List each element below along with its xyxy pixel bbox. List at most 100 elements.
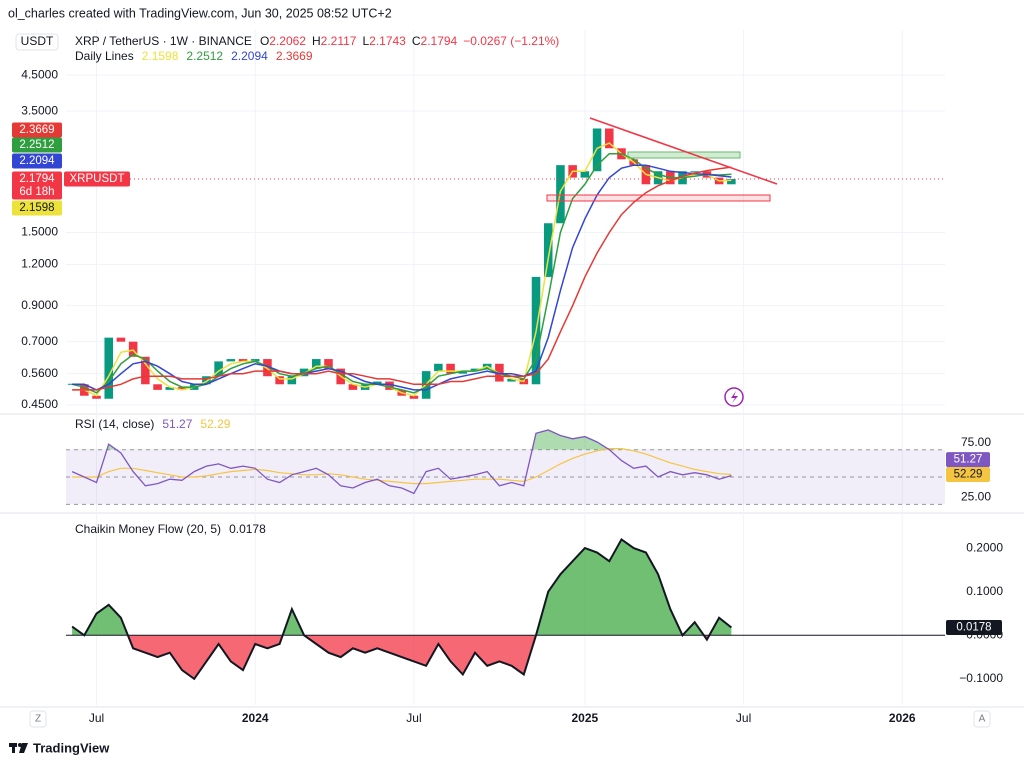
positive-area (72, 539, 732, 636)
candle (250, 359, 260, 362)
y-tick-label: 4.5000 (21, 67, 58, 81)
candle (226, 359, 236, 362)
value-tag (946, 452, 990, 468)
y-tick-label: 3.5000 (21, 103, 58, 117)
candle (470, 368, 480, 372)
symbol-tag (64, 171, 130, 187)
price-tag-label: 2.1598 (19, 202, 54, 214)
overbought-fill (106, 430, 610, 450)
x-tick-label: 2026 (889, 711, 916, 725)
candle (238, 359, 248, 362)
moving-average-line (71, 152, 732, 394)
price-tag (12, 200, 62, 216)
symbol-tag-label: XRPUSDT (70, 173, 125, 185)
candle (128, 341, 138, 357)
button-box[interactable] (29, 710, 47, 728)
value-tag-label: 51.27 (954, 454, 983, 466)
candle (165, 387, 175, 390)
candle (434, 363, 443, 372)
indicator-line (72, 448, 732, 485)
cmf-legend: Chaikin Money Flow (20, 5) 0.0178 (75, 522, 266, 536)
overlay-legend: Daily Lines 2.1598 2.2512 2.2094 2.3669 (75, 49, 313, 63)
candle (214, 361, 223, 377)
candle (153, 384, 162, 390)
overlay-value: 2.2512 (186, 49, 223, 63)
scale-button[interactable]: Z (35, 714, 41, 725)
candle (202, 376, 211, 385)
brand-logo (9, 743, 28, 753)
ohlc-label: C (412, 34, 421, 48)
candle (727, 178, 736, 185)
moving-average-line (72, 166, 732, 391)
x-tick-label: Jul (406, 711, 421, 725)
candle (409, 395, 419, 399)
price-tag (12, 122, 62, 138)
price-tag-label: 2.3669 (19, 124, 54, 136)
ohlc-value: 2.1743 (369, 34, 406, 48)
y-tick-label: 25.00 (961, 490, 991, 504)
candle (580, 171, 590, 178)
ohlc-value: 2.1794 (421, 34, 458, 48)
event-icon (724, 387, 744, 407)
candle (92, 395, 101, 399)
cmf-line (71, 537, 733, 681)
candle (495, 363, 504, 382)
price-tag-label: 2.1794 (19, 173, 55, 185)
candle (543, 223, 553, 277)
overlay-title: Daily Lines (75, 49, 134, 63)
countdown-label: 6d 18h (19, 186, 54, 198)
candle (287, 376, 297, 385)
value-tag-label: 52.29 (954, 469, 983, 481)
candle (507, 378, 516, 382)
y-tick-label: 1.2000 (21, 257, 58, 271)
logo-part (18, 743, 22, 747)
support-zone (546, 194, 771, 202)
ohlc-label: H (312, 34, 321, 48)
trend-line (589, 117, 778, 185)
price-tag (12, 153, 62, 169)
candle (263, 359, 272, 377)
unit-label: USDT (21, 34, 54, 48)
y-tick-label: 0.2000 (966, 540, 1003, 554)
resistance-zone (627, 151, 741, 159)
indicator-line (71, 429, 732, 495)
overlay-value: 2.1598 (142, 49, 179, 63)
symbol-title: XRP / TetherUS · 1W · BINANCE (75, 34, 252, 48)
rsi-value: 51.27 (162, 417, 192, 431)
plot-layer: Jul 2024 Jul 2025 Jul 2026 4.5000 3.5000 1.5000 1… (12, 30, 1003, 725)
candle (141, 356, 150, 385)
candle (275, 376, 284, 385)
ohlc-value: 2.2117 (321, 34, 357, 48)
y-tick-label: 1.5000 (21, 225, 58, 239)
candle (446, 363, 455, 374)
rsi-legend: RSI (14, close) 51.27 52.29 (75, 417, 231, 431)
rsi-value: 52.29 (200, 417, 230, 431)
y-tick-label: 75.00 (961, 435, 991, 449)
logo-part (19, 743, 28, 753)
value-tag (946, 467, 990, 483)
candle (348, 384, 358, 390)
event-bolt (731, 391, 738, 403)
price-tag (12, 171, 62, 200)
candle (311, 359, 321, 369)
cmf-title: Chaikin Money Flow (20, 5) (75, 522, 221, 536)
candle (458, 371, 468, 374)
value-tag (946, 620, 1002, 636)
cmf-value: 0.0178 (229, 522, 266, 536)
price-tag-label: 2.2512 (19, 139, 54, 151)
y-tick-label: 0.5600 (21, 366, 58, 380)
candle (104, 337, 114, 399)
ohlc-label: O (260, 34, 269, 48)
button-box[interactable] (973, 710, 991, 728)
y-tick-label: 0.1000 (966, 584, 1003, 598)
unit-box (15, 33, 59, 51)
moving-average-line (72, 164, 732, 391)
rsi-title: RSI (14, close) (75, 417, 154, 431)
x-tick-label: Jul (736, 711, 751, 725)
y-tick-label: 0.7000 (21, 334, 58, 348)
auto-button[interactable]: A (979, 714, 986, 725)
value-tag-label: 0.0178 (956, 622, 991, 634)
ohlc-label: L (362, 34, 369, 48)
